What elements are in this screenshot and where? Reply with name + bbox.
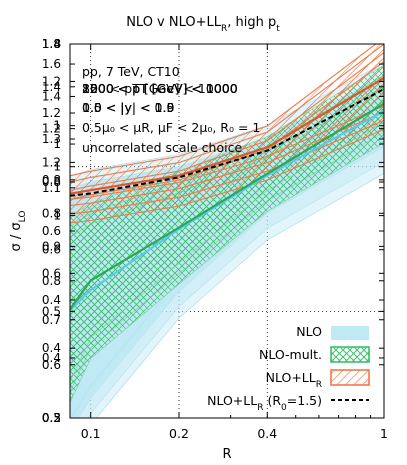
annotation-ptbin: 1000 < pT [GeV] < 1000 bbox=[82, 81, 238, 96]
annotation-ptbin: 800 < pT [GeV] < 1000 bbox=[82, 81, 230, 96]
y-tick-label: 0.8 bbox=[42, 175, 61, 189]
y-tick-label: 0.3 bbox=[42, 411, 61, 425]
y-tick-label: 0.4 bbox=[42, 293, 61, 307]
x-tick-labels: 0.1 0.2 0.4 1 bbox=[81, 44, 388, 441]
series-central-line bbox=[70, 110, 384, 312]
annotation-ptbin: 2000 < pT [GeV] < 1000 bbox=[82, 81, 238, 96]
y-axis-label: σ / σLO bbox=[9, 211, 28, 252]
x-tick-label: 1 bbox=[380, 426, 388, 441]
y-tick-label: 1.8 bbox=[42, 37, 61, 51]
legend-swatch-nlo-mult bbox=[330, 346, 370, 363]
y-tick-label: 0.6 bbox=[42, 266, 61, 280]
y-tick-label: 1.8 bbox=[42, 37, 61, 51]
y-tick-label: 1.2 bbox=[42, 106, 61, 120]
y-tick-label: 0.5 bbox=[42, 304, 61, 318]
chart-title-sub2: t bbox=[276, 24, 280, 34]
legend-label-nlo-mult: NLO-mult. bbox=[259, 347, 322, 362]
y-tick-label: 0.4 bbox=[42, 341, 61, 355]
annotation-ptbin: 1500 < pT [GeV] < 1000 bbox=[82, 81, 238, 96]
series-central-line-nlo-llr bbox=[70, 77, 384, 195]
y-tick-label: 0.6 bbox=[42, 358, 61, 372]
annotation-ybin: 0.5 < |y| < 1.0 bbox=[82, 100, 174, 115]
y-axis-label-sub: LO bbox=[18, 211, 28, 223]
series-central-line bbox=[70, 102, 384, 310]
y-tick-label: 1.4 bbox=[42, 37, 61, 51]
annotation-scale: 0.5μ₀ < μR, μF < 2μ₀, R₀ = 1 bbox=[82, 120, 260, 135]
legend-swatch-nlo bbox=[331, 326, 369, 340]
y-tick-label: 0.8 bbox=[42, 173, 61, 187]
y-tick-label: 1 bbox=[53, 137, 61, 151]
y-tick-label: 0.6 bbox=[42, 243, 61, 257]
annotation-ybin: 0.0 < |y| < 0.5 bbox=[82, 100, 174, 115]
legend-label-nlo-llr: NLO+LLR bbox=[266, 370, 322, 390]
x-tick-label: 0.2 bbox=[169, 426, 189, 441]
annotation-uncorrelated: uncorrelated scale choice bbox=[82, 140, 242, 155]
y-tick-label: 0.8 bbox=[42, 206, 61, 220]
plot-frame bbox=[69, 43, 385, 419]
annotation-ybins: 0.0 < |y| < 0.50.5 < |y| < 1.01.0 < |y| … bbox=[82, 100, 174, 115]
y-tick-label: 1.4 bbox=[42, 89, 61, 103]
y-tick-label: 0.9 bbox=[42, 239, 61, 253]
annotation-ybin: 1.0 < |y| < 1.9 bbox=[82, 100, 174, 115]
y-tick-label: 0.7 bbox=[42, 313, 61, 327]
y-tick-label: 1 bbox=[53, 160, 61, 174]
y-tick-labels: 1.81.31.21.110.90.80.70.60.51.41.210.80.… bbox=[42, 37, 384, 425]
y-tick-label: 0.4 bbox=[42, 351, 61, 365]
chart-title: NLO v NLO+LLR, high pt bbox=[126, 15, 280, 34]
y-tick-label: 1.3 bbox=[42, 132, 61, 146]
annotation-process: pp, 7 TeV, CT10 bbox=[82, 64, 180, 79]
legend-swatch-nlo-llr bbox=[330, 369, 370, 386]
y-tick-label: 1 bbox=[53, 119, 61, 133]
legend-label-nlo: NLO bbox=[296, 324, 322, 339]
y-tick-label: 1.8 bbox=[42, 37, 61, 51]
legend: NLO NLO-mult. NLO+LLR NLO+LLR (R0=1.5) bbox=[207, 324, 370, 413]
chart-title-sub: R bbox=[221, 24, 227, 34]
y-tick-label: 1 bbox=[53, 209, 61, 223]
y-tick-label: 1.2 bbox=[42, 155, 61, 169]
x-tick-label: 0.4 bbox=[257, 426, 277, 441]
y-tick-label: 0.8 bbox=[42, 274, 61, 288]
y-tick-label: 1.2 bbox=[42, 122, 61, 136]
y-tick-label: 1.1 bbox=[42, 181, 61, 195]
legend-label-nlo-llr-r0: NLO+LLR (R0=1.5) bbox=[207, 393, 322, 413]
y-tick-label: 0.3 bbox=[42, 411, 61, 425]
x-tick-label: 0.1 bbox=[81, 426, 101, 441]
y-tick-label: 1.4 bbox=[42, 80, 61, 94]
y-tick-label: 0.2 bbox=[42, 411, 61, 425]
plot-area bbox=[70, 44, 384, 418]
y-tick-label: 0.5 bbox=[42, 411, 61, 425]
y-tick-label: 1.6 bbox=[42, 57, 61, 71]
annotation-ptbin: 1200 < pT [GeV] < 1000 bbox=[82, 81, 238, 96]
annotations: pp, 7 TeV, CT10 800 < pT [GeV] < 1000100… bbox=[82, 64, 260, 155]
y-tick-label: 1.2 bbox=[42, 74, 61, 88]
y-tick-label: 0.6 bbox=[42, 224, 61, 238]
x-axis-label: R bbox=[222, 447, 231, 462]
